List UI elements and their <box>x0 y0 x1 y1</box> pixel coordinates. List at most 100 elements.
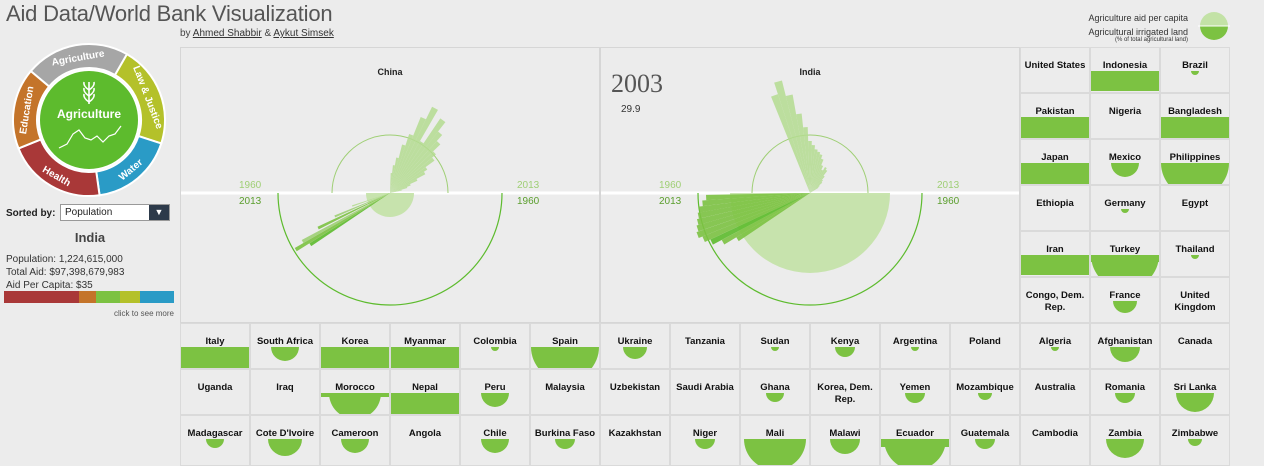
country-cell[interactable]: Mali <box>740 415 810 466</box>
country-cell[interactable]: Australia <box>1020 369 1090 415</box>
aid-wedge <box>390 151 436 193</box>
country-cell[interactable]: Bangladesh <box>1160 93 1230 139</box>
country-cell[interactable]: Ethiopia <box>1020 185 1090 231</box>
country-cell[interactable]: South Africa <box>250 323 320 369</box>
country-cell[interactable]: Thailand <box>1160 231 1230 277</box>
irrigated-wedge <box>351 193 390 207</box>
country-cell[interactable]: Malaysia <box>530 369 600 415</box>
country-cell[interactable]: Japan <box>1020 139 1090 185</box>
country-cell[interactable]: Korea, Dem. Rep. <box>810 369 880 415</box>
country-cell[interactable]: Cambodia <box>1020 415 1090 466</box>
country-cell[interactable]: Argentina <box>880 323 950 369</box>
country-cell[interactable]: Angola <box>390 415 460 466</box>
chevron-down-icon[interactable]: ▼ <box>149 205 169 220</box>
country-cell[interactable]: Romania <box>1090 369 1160 415</box>
aid-bar-water[interactable] <box>139 291 174 303</box>
country-name: Madagascar <box>187 428 243 439</box>
country-cell[interactable]: Ecuador <box>880 415 950 466</box>
country-cell[interactable]: Ghana <box>740 369 810 415</box>
country-name: Congo, Dem. Rep. <box>1025 290 1085 313</box>
country-cell[interactable]: Sudan <box>740 323 810 369</box>
country-cell[interactable]: Nepal <box>390 369 460 415</box>
country-cell[interactable]: Myanmar <box>390 323 460 369</box>
country-cell[interactable]: Chile <box>460 415 530 466</box>
aid-bar-education[interactable] <box>78 291 96 303</box>
country-cell[interactable]: Guatemala <box>950 415 1020 466</box>
country-cell[interactable]: Saudi Arabia <box>670 369 740 415</box>
country-cell[interactable]: Sri Lanka <box>1160 369 1230 415</box>
country-cell[interactable]: Philippines <box>1160 139 1230 185</box>
country-cell[interactable]: Zimbabwe <box>1160 415 1230 466</box>
country-cell[interactable]: Egypt <box>1160 185 1230 231</box>
author-link-2[interactable]: Aykut Simsek <box>273 28 334 39</box>
country-cell[interactable]: Colombia <box>460 323 530 369</box>
india-chart-panel[interactable]: India 2003 29.9 1960 2013 2013 1960 <box>600 47 1020 323</box>
country-cell[interactable]: Algeria <box>1020 323 1090 369</box>
aid-wedge <box>808 141 812 193</box>
click-to-see-more[interactable]: click to see more <box>113 309 174 318</box>
country-cell[interactable]: Afghanistan <box>1090 323 1160 369</box>
aid-wedge <box>810 181 823 193</box>
country-cell[interactable]: Kenya <box>810 323 880 369</box>
country-cell[interactable]: Poland <box>950 323 1020 369</box>
aid-sector-bar[interactable] <box>4 291 174 303</box>
irrigated-wedge <box>317 193 390 230</box>
country-cell[interactable]: Italy <box>180 323 250 369</box>
sort-select[interactable]: Population ▼ <box>60 204 170 221</box>
country-cell[interactable]: Turkey <box>1090 231 1160 277</box>
wheel-sector-education[interactable] <box>12 69 51 150</box>
country-cell[interactable]: Yemen <box>880 369 950 415</box>
aid-per-capita-shape <box>744 439 806 465</box>
country-cell[interactable]: Burkina Faso <box>530 415 600 466</box>
country-cell[interactable]: Malawi <box>810 415 880 466</box>
country-cell[interactable]: Canada <box>1160 323 1230 369</box>
country-cell[interactable]: Pakistan <box>1020 93 1090 139</box>
country-cell[interactable]: Madagascar <box>180 415 250 466</box>
country-cell[interactable]: Zambia <box>1090 415 1160 466</box>
country-cell[interactable]: Iran <box>1020 231 1090 277</box>
aid-wedge <box>810 169 823 193</box>
aid-wedge <box>774 80 810 193</box>
country-cell[interactable]: Germany <box>1090 185 1160 231</box>
author-link-1[interactable]: Ahmed Shabbir <box>192 28 262 39</box>
aid-wedge <box>785 94 810 193</box>
country-cell[interactable]: United States <box>1020 47 1090 93</box>
country-cell[interactable]: France <box>1090 277 1160 323</box>
country-name: Saudi Arabia <box>676 382 734 393</box>
legend-irrigated-sublabel: (% of total agricultural land) <box>1114 37 1188 43</box>
irrigated-land-bar <box>391 347 459 368</box>
aid-bar-health[interactable] <box>4 291 79 303</box>
aid-bar-agriculture[interactable] <box>95 291 120 303</box>
country-cell[interactable]: Ukraine <box>600 323 670 369</box>
irrigated-land-bar <box>1161 117 1229 138</box>
country-cell[interactable]: Spain <box>530 323 600 369</box>
country-cell[interactable]: Tanzania <box>670 323 740 369</box>
country-cell[interactable]: Iraq <box>250 369 320 415</box>
aid-wedge <box>810 158 824 193</box>
country-cell[interactable]: Indonesia <box>1090 47 1160 93</box>
country-cell[interactable]: Congo, Dem. Rep. <box>1020 277 1090 323</box>
china-chart-panel[interactable]: China 1960 2013 2013 1960 <box>180 47 600 323</box>
aid-bar-law[interactable] <box>119 291 140 303</box>
country-cell[interactable]: Cameroon <box>320 415 390 466</box>
irrigated-wedge <box>697 193 810 219</box>
country-cell[interactable]: Uganda <box>180 369 250 415</box>
country-cell[interactable]: Cote D'Ivoire <box>250 415 320 466</box>
country-name: United States <box>1024 60 1086 71</box>
country-cell[interactable]: Nigeria <box>1090 93 1160 139</box>
country-cell[interactable]: United Kingdom <box>1160 277 1230 323</box>
sort-row: Sorted by: Population ▼ <box>6 204 176 224</box>
aid-wedge <box>810 149 818 193</box>
country-stats: Population: 1,224,615,000 Total Aid: $97… <box>6 253 124 292</box>
country-cell[interactable]: Uzbekistan <box>600 369 670 415</box>
country-cell[interactable]: Brazil <box>1160 47 1230 93</box>
country-cell[interactable]: Mozambique <box>950 369 1020 415</box>
country-cell[interactable]: Mexico <box>1090 139 1160 185</box>
country-cell[interactable]: Morocco <box>320 369 390 415</box>
country-cell[interactable]: Niger <box>670 415 740 466</box>
china-year-start-upper: 1960 <box>239 180 262 191</box>
country-cell[interactable]: Kazakhstan <box>600 415 670 466</box>
country-cell[interactable]: Korea <box>320 323 390 369</box>
country-cell[interactable]: Peru <box>460 369 530 415</box>
